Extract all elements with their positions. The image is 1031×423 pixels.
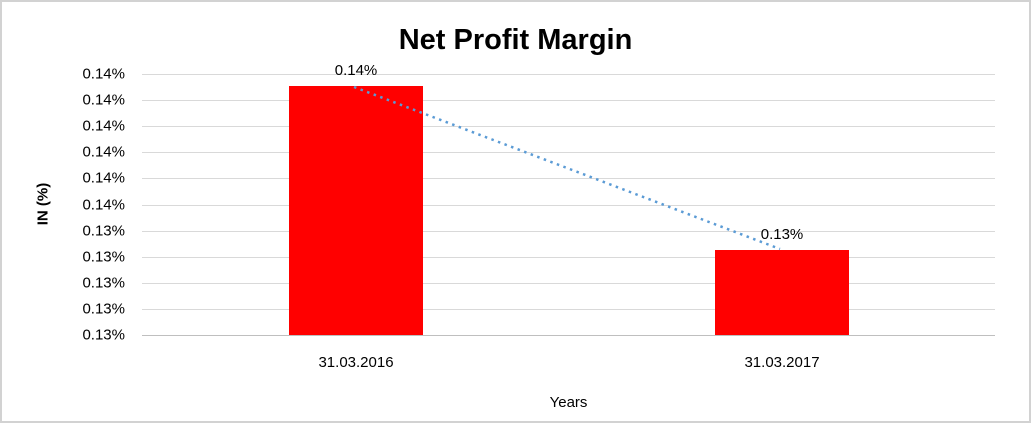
y-tick-label: 0.14% [82, 169, 125, 187]
y-tick-label: 0.13% [82, 222, 125, 240]
x-axis-line [142, 335, 995, 336]
gridline [142, 309, 995, 310]
gridline [142, 283, 995, 284]
gridline [142, 74, 995, 75]
bar-data-label: 0.14% [334, 62, 378, 79]
y-tick-label: 0.14% [82, 65, 125, 83]
gridline [142, 100, 995, 101]
y-axis-title: IN (%) [34, 182, 52, 226]
y-tick-label: 0.13% [82, 248, 125, 266]
gridline [142, 178, 995, 179]
y-tick-label: 0.13% [82, 300, 125, 318]
x-tick-label: 31.03.2016 [318, 354, 394, 371]
gridline [142, 126, 995, 127]
y-tick-label: 0.14% [82, 196, 125, 214]
y-tick-label: 0.14% [82, 117, 125, 135]
bar-31.03.2016 [289, 86, 423, 335]
bar-data-label: 0.13% [760, 226, 804, 243]
plot-area [142, 74, 995, 336]
x-tick-label: 31.03.2017 [744, 354, 820, 371]
chart-title: Net Profit Margin [398, 24, 633, 56]
gridline [142, 231, 995, 232]
gridline [142, 205, 995, 206]
gridline [142, 257, 995, 258]
bar-31.03.2017 [715, 250, 849, 335]
gridline [142, 152, 995, 153]
y-tick-label: 0.13% [82, 326, 125, 344]
y-tick-label: 0.14% [82, 143, 125, 161]
y-tick-label: 0.14% [82, 91, 125, 109]
y-tick-label: 0.13% [82, 274, 125, 292]
x-axis-title: Years [549, 394, 588, 411]
